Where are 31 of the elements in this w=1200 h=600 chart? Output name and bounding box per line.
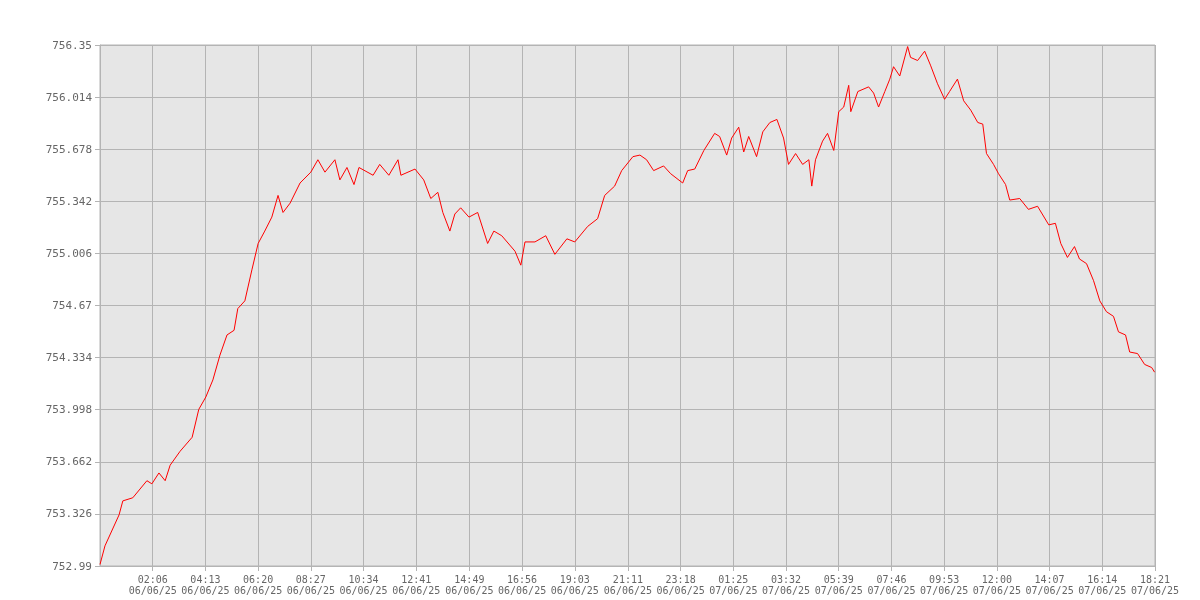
x-tick-label: 19:03 06/06/25 <box>550 574 599 596</box>
y-tick-label: 755.342 <box>45 194 92 208</box>
x-tick-label: 01:25 07/06/25 <box>709 574 758 596</box>
x-tick-label: 02:06 06/06/25 <box>128 574 177 596</box>
x-tick-label: 14:49 06/06/25 <box>445 574 494 596</box>
y-tick-label: 753.326 <box>45 507 92 521</box>
x-tick-label: 08:27 06/06/25 <box>286 574 335 596</box>
y-tick-label: 753.998 <box>45 403 92 417</box>
x-tick-label: 18:21 07/06/25 <box>1130 574 1180 596</box>
y-tick-label: 754.334 <box>45 351 93 365</box>
y-tick-label: 756.014 <box>45 90 93 104</box>
x-tick-label: 21:11 06/06/25 <box>603 574 652 596</box>
x-tick-label: 09:53 07/06/25 <box>920 574 969 596</box>
y-tick-label: 754.67 <box>52 299 92 312</box>
x-tick-label: 16:56 06/06/25 <box>498 574 547 596</box>
y-tick-label: 755.006 <box>45 246 92 260</box>
x-tick-label: 12:00 07/06/25 <box>972 574 1021 596</box>
y-tick-label: 755.678 <box>45 142 92 156</box>
x-tick-label: 14:07 07/06/25 <box>1025 574 1074 596</box>
x-tick-label: 05:39 07/06/25 <box>814 574 863 596</box>
x-tick-label: 06:20 06/06/25 <box>234 574 283 596</box>
x-tick-label: 10:34 06/06/25 <box>339 574 388 596</box>
x-tick-label: 12:41 06/06/25 <box>392 574 441 596</box>
y-tick-label: 753.662 <box>45 455 92 469</box>
x-tick-label: 04:13 06/06/25 <box>181 574 230 596</box>
x-tick-label: 03:32 07/06/25 <box>761 574 811 596</box>
x-tick-label: 07:46 07/06/25 <box>867 574 916 596</box>
x-tick-label: 23:18 06/06/25 <box>656 574 705 596</box>
y-tick-label: 752.99 <box>52 559 92 573</box>
y-tick-label: 756.35 <box>52 38 92 52</box>
x-tick-label: 16:14 07/06/25 <box>1078 574 1127 596</box>
